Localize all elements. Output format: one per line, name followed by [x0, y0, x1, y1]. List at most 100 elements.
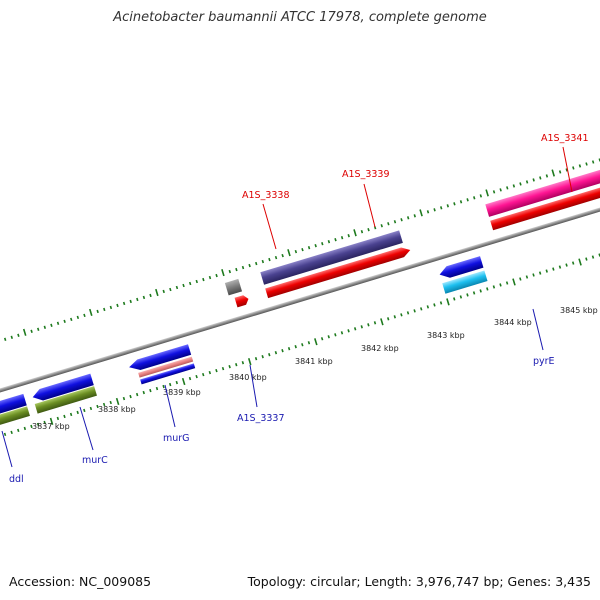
lower-scale-tick-minor: [241, 360, 245, 365]
lower-scale-tick-minor: [505, 281, 509, 285]
lower-scale-tick-minor: [23, 426, 27, 431]
gene-label-a1s-3337[interactable]: A1S_3337: [237, 413, 285, 424]
feature-a1s-3338-lower[interactable]: [234, 294, 250, 308]
lower-scale-tick-minor: [426, 305, 430, 309]
connector-a1s-3339: [363, 183, 376, 228]
upper-scale-tick-minor: [129, 299, 132, 304]
upper-scale-tick-minor: [459, 200, 463, 204]
lower-scale-tick-minor: [36, 422, 40, 427]
upper-scale-tick-minor: [519, 182, 522, 186]
upper-scale-tick-minor: [327, 240, 331, 244]
lower-scale-tick-minor: [373, 321, 377, 325]
upper-scale-tick-minor: [241, 265, 245, 270]
upper-scale-tick-minor: [506, 186, 509, 190]
upper-scale-tick-minor: [367, 228, 370, 232]
upper-scale-tick-minor: [188, 281, 192, 286]
scale-label-3839: 3839 kbp: [163, 388, 201, 397]
lower-scale-tick-minor: [129, 394, 132, 399]
lower-scale-tick-minor: [433, 303, 436, 307]
lower-scale-tick-minor: [215, 368, 218, 373]
upper-scale-tick-minor: [446, 204, 450, 208]
feature-a1s-3337-lower[interactable]: [140, 363, 196, 385]
lower-scale-tick-minor: [492, 285, 496, 289]
lower-scale-tick-minor: [254, 357, 258, 361]
upper-scale-tick-minor: [294, 249, 298, 254]
feature-a1s-3338-upper[interactable]: [224, 278, 243, 296]
lower-scale-tick-minor: [591, 255, 595, 259]
upper-scale-tick-minor: [76, 315, 80, 320]
locus-label-a1s-3341[interactable]: A1S_3341: [541, 133, 589, 144]
upper-scale-tick-major: [22, 328, 27, 336]
lower-scale-tick-minor: [83, 408, 86, 413]
feature-a1s-3337-mid[interactable]: [138, 356, 194, 378]
upper-scale-tick-minor: [558, 170, 562, 174]
feature-murg-upper[interactable]: [31, 373, 94, 403]
scale-label-3841: 3841 kbp: [295, 357, 333, 366]
lower-scale-tick-minor: [386, 317, 390, 321]
feature-a1s-3341-upper[interactable]: [485, 148, 600, 217]
genome-summary-text: Topology: circular; Length: 3,976,747 bp…: [247, 574, 591, 589]
lower-scale-tick-minor: [565, 263, 568, 267]
upper-scale-tick-minor: [195, 279, 198, 284]
upper-scale-tick-minor: [3, 337, 7, 341]
lower-scale-tick-minor: [10, 430, 13, 435]
upper-scale-tick-minor: [268, 257, 271, 262]
upper-scale-tick-minor: [321, 242, 324, 246]
connector-a1s-3337: [249, 364, 258, 408]
lower-scale-tick-minor: [519, 277, 522, 281]
feature-murg-lower[interactable]: [34, 386, 97, 414]
lower-scale-tick-minor: [221, 366, 225, 371]
gene-label-pyre[interactable]: pyrE: [533, 356, 555, 367]
feature-pyre-lower[interactable]: [442, 270, 488, 294]
feature-pyre-upper[interactable]: [438, 256, 484, 280]
gene-label-ddl[interactable]: ddl: [9, 474, 24, 485]
upper-scale-tick-minor: [545, 174, 549, 178]
lower-scale-tick-major: [181, 377, 186, 386]
scale-label-3838: 3838 kbp: [98, 405, 136, 414]
upper-scale-tick-minor: [136, 297, 139, 302]
lower-scale-tick-minor: [406, 311, 410, 315]
lower-scale-tick-minor: [175, 380, 178, 385]
upper-scale-tick-major: [485, 189, 489, 197]
upper-scale-tick-minor: [479, 194, 483, 198]
upper-scale-tick-minor: [182, 283, 185, 288]
upper-scale-tick-minor: [103, 307, 106, 312]
feature-a1s-3341-lower[interactable]: [490, 164, 600, 231]
lower-scale-tick-major: [512, 278, 516, 286]
upper-scale-tick-minor: [30, 329, 33, 333]
upper-scale-tick-major: [287, 249, 291, 257]
upper-scale-tick-minor: [591, 160, 595, 164]
upper-scale-tick-minor: [142, 295, 146, 300]
locus-label-a1s-3338[interactable]: A1S_3338: [242, 190, 290, 201]
upper-scale-tick-minor: [334, 238, 337, 242]
upper-scale-tick-minor: [525, 180, 529, 184]
lower-scale-tick-minor: [499, 283, 502, 287]
feature-a1s-3339-upper[interactable]: [260, 230, 403, 285]
lower-scale-tick-minor: [439, 301, 443, 305]
gene-label-murc[interactable]: murC: [82, 455, 108, 466]
upper-scale-tick-major: [353, 229, 357, 237]
feature-murc-upper[interactable]: [0, 393, 27, 431]
upper-scale-tick-minor: [43, 325, 47, 329]
lower-scale-tick-minor: [552, 267, 555, 271]
lower-scale-tick-minor: [96, 404, 99, 409]
feature-a1s-3339-lower[interactable]: [265, 245, 412, 299]
upper-scale-tick-minor: [360, 230, 364, 234]
upper-scale-tick-minor: [63, 319, 66, 324]
scale-label-3844: 3844 kbp: [494, 318, 532, 327]
feature-a1s-3337-upper[interactable]: [128, 344, 192, 373]
upper-scale-tick-minor: [433, 208, 436, 212]
lower-scale-tick-minor: [76, 410, 79, 415]
locus-label-a1s-3339[interactable]: A1S_3339: [342, 169, 390, 180]
gene-label-murg[interactable]: murG: [163, 433, 190, 444]
lower-scale-tick-minor: [294, 345, 297, 349]
lower-scale-tick-minor: [195, 374, 198, 379]
feature-murc-lower[interactable]: [0, 406, 30, 442]
upper-scale-tick-minor: [492, 190, 496, 194]
lower-scale-tick-minor: [538, 271, 542, 275]
upper-scale-tick-minor: [347, 234, 350, 238]
upper-scale-tick-minor: [202, 277, 205, 282]
lower-scale-tick-minor: [353, 327, 357, 331]
lower-scale-tick-minor: [459, 295, 463, 299]
upper-scale-tick-minor: [96, 309, 99, 314]
